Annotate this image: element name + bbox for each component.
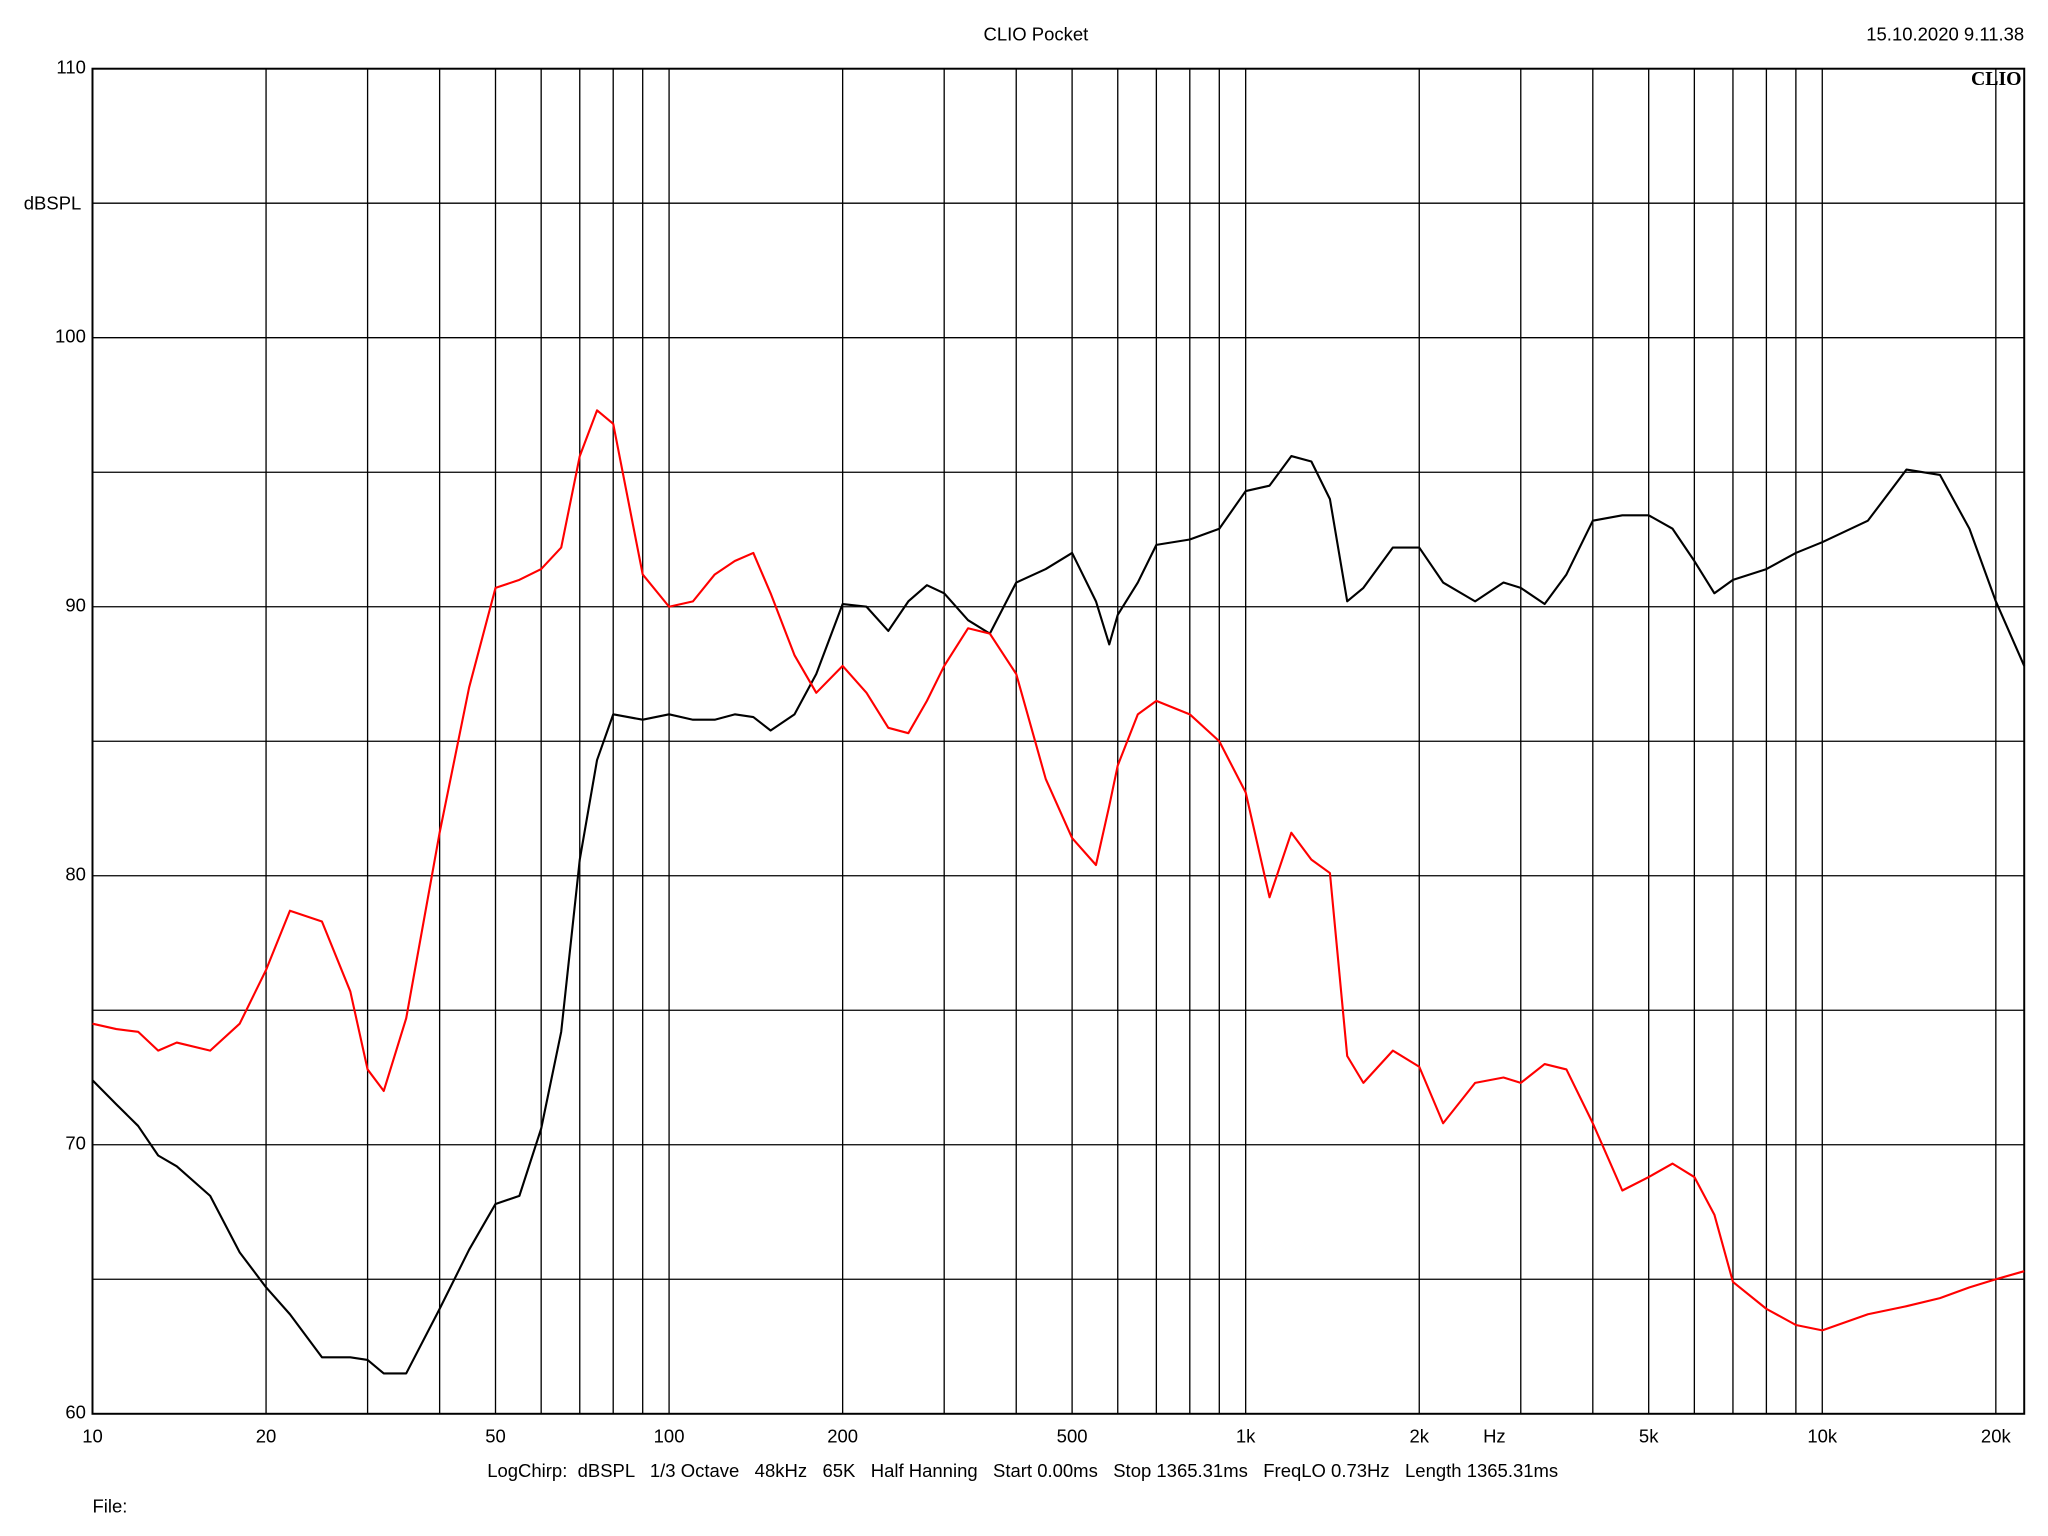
file-label: File: (92, 1495, 127, 1516)
x-tick-label: 2k (1409, 1425, 1429, 1446)
x-tick-label: 5k (1639, 1425, 1659, 1446)
x-tick-label: 10 (82, 1425, 103, 1446)
y-tick-label: 60 (65, 1402, 86, 1423)
x-tick-label: 200 (827, 1425, 858, 1446)
y-tick-label: 80 (65, 864, 86, 885)
x-tick-label: 1k (1236, 1425, 1256, 1446)
series-line (91, 455, 2026, 1375)
timestamp: 15.10.2020 9.11.38 (1866, 24, 2024, 45)
chart-title: CLIO Pocket (983, 24, 1088, 45)
footer: LogChirp: dBSPL 1/3 Octave 48kHz 65K Hal… (487, 1460, 1558, 1481)
y-axis-label: dBSPL (24, 193, 82, 214)
y-tick-label: 70 (65, 1133, 86, 1154)
y-tick-label: 110 (56, 57, 85, 78)
x-tick-label: 50 (485, 1425, 506, 1446)
x-tick-label: 500 (1057, 1425, 1088, 1446)
x-tick-label: 100 (654, 1425, 685, 1446)
plot-frame (91, 67, 2026, 1415)
series-line (92, 409, 2025, 1332)
x-tick-label: 20k (1981, 1425, 2012, 1446)
x-axis-label: Hz (1483, 1425, 1506, 1446)
y-tick-label: 100 (55, 326, 86, 347)
x-tick-label: 20 (256, 1425, 277, 1446)
x-tick-label: 10k (1807, 1425, 1838, 1446)
y-tick-label: 90 (65, 595, 86, 616)
